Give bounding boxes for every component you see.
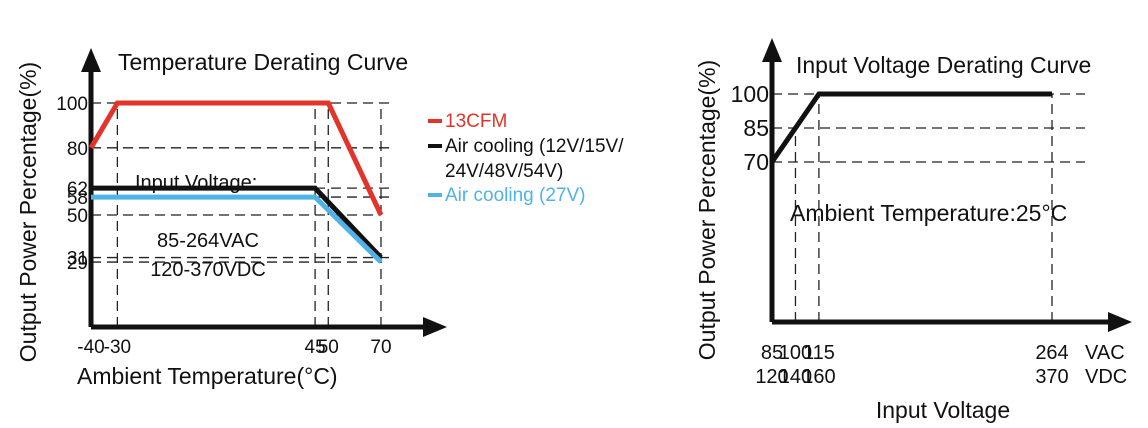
- y-tick-label-80: 80: [67, 139, 88, 160]
- y-tick-label-70: 70: [743, 149, 769, 175]
- y-tick-label-62: 62: [67, 179, 88, 200]
- x-axis-arrow: [423, 317, 447, 337]
- y-axis-arrow: [762, 38, 782, 62]
- y-tick-label-58: 58: [67, 188, 88, 209]
- x-tick-label-45: 45: [305, 337, 326, 358]
- legend-label-1-1: 24V/48V/54V): [445, 161, 563, 182]
- y-tick-label-85: 85: [743, 115, 769, 141]
- legend-label-1-0: Air cooling (12V/15V/: [445, 136, 624, 157]
- chart-title: Temperature Derating Curve: [118, 49, 408, 75]
- legend-label-2-0: Air cooling (27V): [445, 185, 585, 206]
- x-tick-label-30: -30: [104, 337, 131, 358]
- x-tick-label-row2-370: 370: [1035, 366, 1068, 388]
- x-axis-label: Input Voltage: [876, 397, 1010, 423]
- y-axis-label: Output Power Percentage(%): [15, 62, 41, 362]
- annotation-vac: 85-264VAC: [157, 230, 259, 252]
- x-axis-arrow: [1108, 312, 1132, 332]
- x-tick-label-85: 85: [761, 342, 783, 364]
- y-tick-label-50: 50: [67, 206, 88, 227]
- chart-title: Input Voltage Derating Curve: [796, 52, 1091, 78]
- legend-label-0-0: 13CFM: [445, 111, 507, 132]
- annotation-input-voltage: Input Voltage:: [135, 172, 257, 194]
- x-unit-label-vac: VAC: [1085, 342, 1125, 364]
- x-tick-label-40: -40: [77, 337, 104, 358]
- x-tick-label-row2-140: 140: [779, 366, 812, 388]
- x-tick-label-264: 264: [1035, 342, 1068, 364]
- x-tick-label-row2-120: 120: [755, 366, 788, 388]
- annotation-ambient-temperature: Ambient Temperature:25°C: [790, 200, 1067, 226]
- y-tick-label-29: 29: [67, 253, 88, 274]
- y-tick-label-100: 100: [731, 81, 769, 107]
- x-tick-label-115: 115: [803, 342, 835, 364]
- y-axis-arrow: [81, 48, 101, 72]
- x-unit-label-vdc: VDC: [1085, 366, 1127, 388]
- x-axis-label: Ambient Temperature(°C): [77, 363, 338, 389]
- x-tick-label-100: 100: [779, 342, 812, 364]
- series-line-0: [769, 91, 1052, 164]
- y-tick-label-31: 31: [67, 249, 88, 270]
- y-tick-label-100: 100: [56, 94, 88, 115]
- annotation-vdc: 120-370VDC: [150, 259, 266, 281]
- x-tick-label-70: 70: [370, 337, 391, 358]
- x-tick-label-row2-160: 160: [802, 366, 835, 388]
- x-tick-label-50: 50: [318, 337, 339, 358]
- series-line-13cfm: [88, 100, 384, 217]
- y-axis-label: Output Power Percentage(%): [694, 60, 720, 360]
